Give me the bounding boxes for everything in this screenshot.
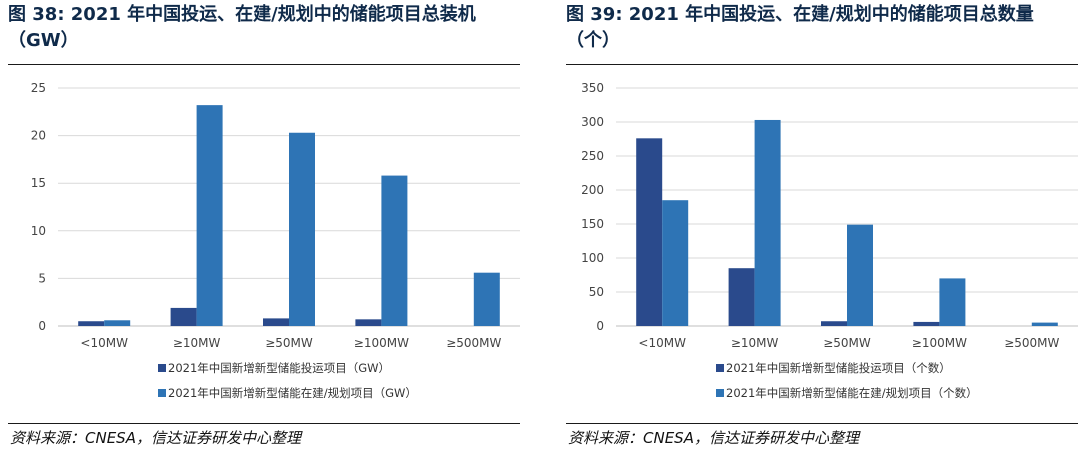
bar-chart-installed-capacity: 0 5 10 15 20 25 <10MW ≥10MW ≥50MW ≥100MW ≥500MW 202… <box>31 81 520 400</box>
x-tick-label: ≥500MW <box>446 336 501 350</box>
bar-series2 <box>196 105 223 326</box>
legend-label: 2021年中国新增新型储能在建/规划项目（GW） <box>168 386 417 400</box>
x-tick-label: ≥50MW <box>823 336 871 350</box>
y-tick-label: 50 <box>589 285 604 299</box>
title-divider <box>8 64 520 65</box>
y-tick-label: 250 <box>581 149 604 163</box>
bar-series2 <box>473 272 500 326</box>
chart-title-line2: （个） <box>566 30 620 51</box>
bar-series1 <box>355 319 382 326</box>
y-tick-label: 100 <box>581 251 604 265</box>
source-divider <box>8 423 520 424</box>
x-tick-label: ≥100MW <box>912 336 967 350</box>
bar-series2 <box>289 132 315 326</box>
chart-title-line1: 图 38: 2021 年中国投运、在建/规划中的储能项目总装机 <box>8 4 476 25</box>
chart-title-line1: 图 39: 2021 年中国投运、在建/规划中的储能项目总数量 <box>566 4 1034 25</box>
bar-series1 <box>170 307 197 326</box>
source-divider <box>566 423 1078 424</box>
chart-panel-installed-capacity: 图 38: 2021 年中国投运、在建/规划中的储能项目总装机 （GW） 0 5 1… <box>8 0 528 451</box>
y-tick-label: 15 <box>31 176 46 190</box>
bar-series1 <box>78 321 105 326</box>
legend-swatch <box>158 389 166 397</box>
y-tick-label: 25 <box>31 81 46 95</box>
x-tick-label: <10MW <box>638 336 686 350</box>
y-tick-label: 150 <box>581 217 604 231</box>
bar-series1 <box>913 321 940 326</box>
legend-label: 2021年中国新增新型储能投运项目（GW） <box>168 361 390 375</box>
x-tick-label: ≥10MW <box>173 336 221 350</box>
bar-chart-project-count: 0 50 100 150 200 250 300 350 <10MW ≥10MW ≥50MW ≥100… <box>581 81 1078 400</box>
y-tick-label: 300 <box>581 115 604 129</box>
bar-series1 <box>263 318 289 326</box>
x-tick-label: ≥500MW <box>1004 336 1059 350</box>
legend-swatch <box>716 364 724 372</box>
y-tick-label: 200 <box>581 183 604 197</box>
x-tick-label: ≥100MW <box>354 336 409 350</box>
legend-label: 2021年中国新增新型储能在建/规划项目（个数） <box>726 386 978 400</box>
legend-label: 2021年中国新增新型储能投运项目（个数） <box>726 361 951 375</box>
y-tick-label: 0 <box>38 319 46 333</box>
y-tick-label: 5 <box>38 271 46 285</box>
bar-series2 <box>662 200 689 326</box>
bar-series1 <box>821 321 847 326</box>
x-tick-label: <10MW <box>80 336 128 350</box>
y-tick-label: 0 <box>596 319 604 333</box>
title-divider <box>566 64 1078 65</box>
x-tick-label: ≥50MW <box>265 336 313 350</box>
chart-title: 图 38: 2021 年中国投运、在建/规划中的储能项目总装机 （GW） <box>8 2 518 54</box>
bar-series2 <box>939 278 966 326</box>
chart-title-line2: （GW） <box>8 30 79 51</box>
source-note: 资料来源：CNESA，信达证券研发中心整理 <box>568 429 859 447</box>
y-tick-label: 350 <box>581 81 604 95</box>
y-tick-label: 20 <box>31 129 46 143</box>
chart-panel-project-count: 图 39: 2021 年中国投运、在建/规划中的储能项目总数量 （个） 0 50 1… <box>566 0 1080 451</box>
x-tick-label: ≥10MW <box>731 336 779 350</box>
source-note: 资料来源：CNESA，信达证券研发中心整理 <box>10 429 301 447</box>
bar-series1 <box>636 138 663 326</box>
chart-title: 图 39: 2021 年中国投运、在建/规划中的储能项目总数量 （个） <box>566 2 1076 54</box>
bar-series2 <box>1031 322 1058 326</box>
bar-series2 <box>754 119 781 327</box>
legend-swatch <box>716 389 724 397</box>
bar-series2 <box>381 175 408 326</box>
legend-swatch <box>158 364 166 372</box>
bar-series1 <box>728 268 755 326</box>
bar-series2 <box>847 224 873 326</box>
bar-series2 <box>104 320 131 326</box>
y-tick-label: 10 <box>31 224 46 238</box>
